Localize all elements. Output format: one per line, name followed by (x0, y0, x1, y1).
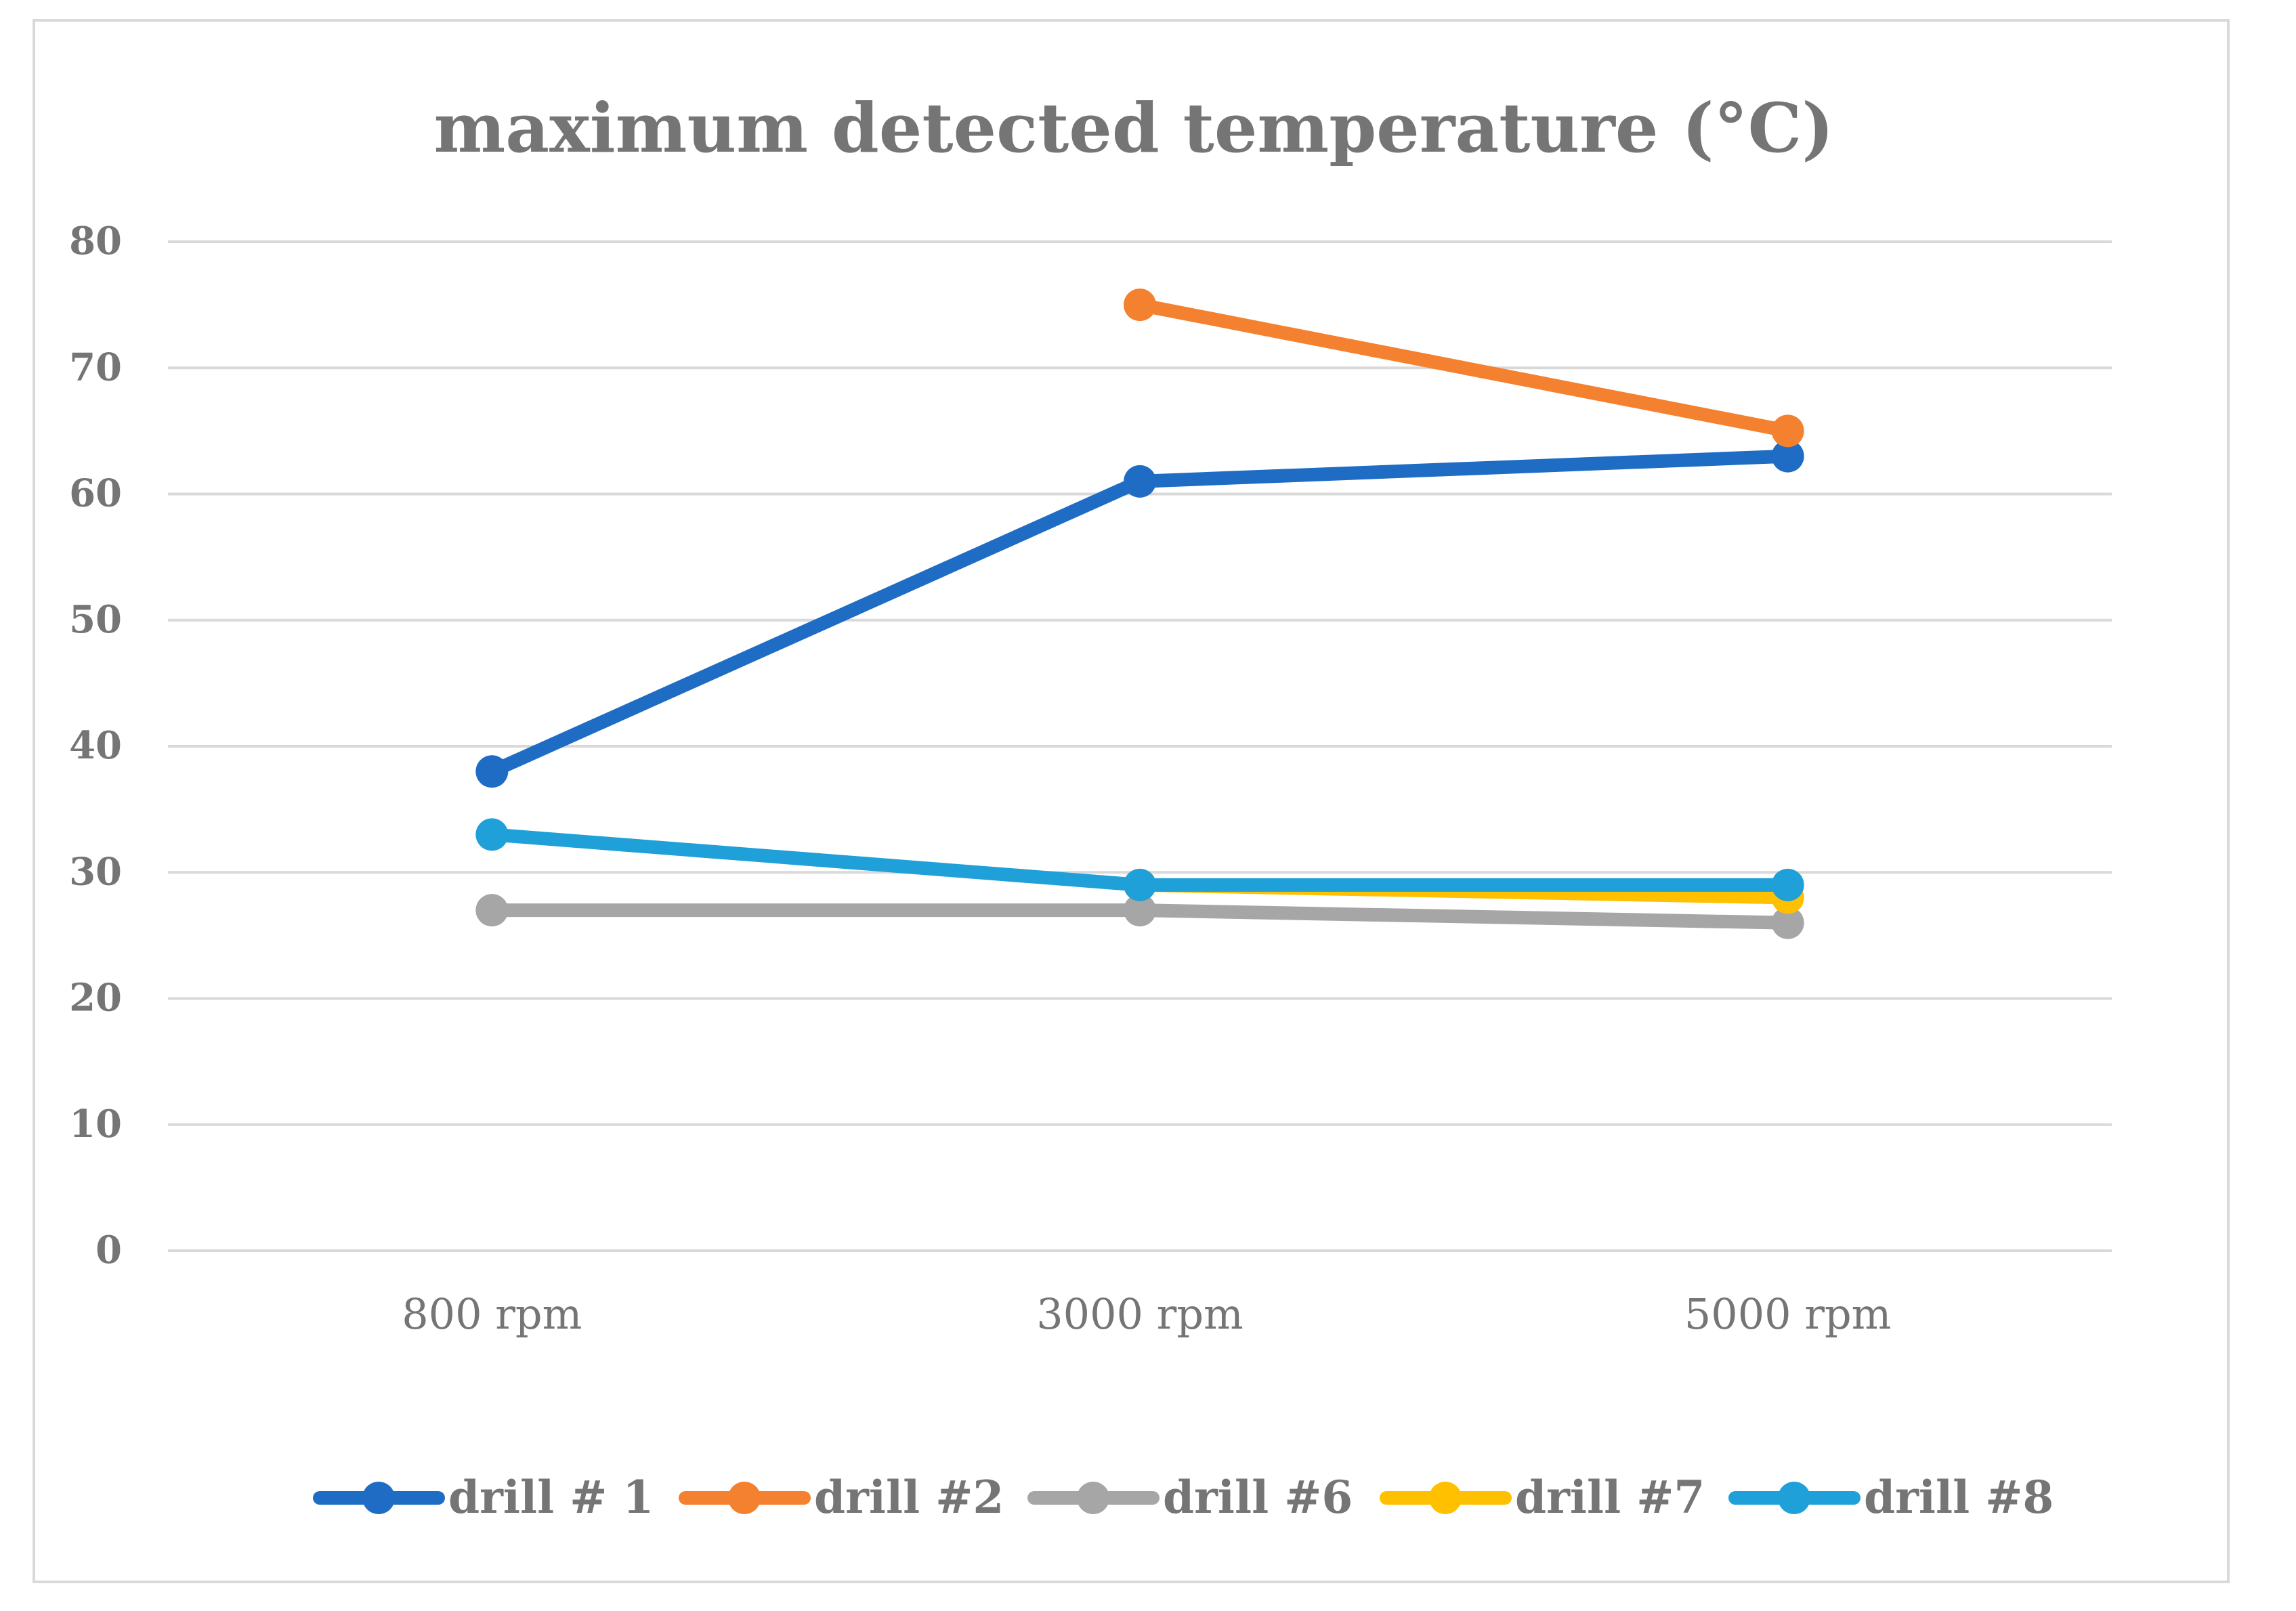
x-tick-label-0: 800 rpm (402, 1289, 582, 1339)
legend-item-4: drill #7 (1380, 1471, 1705, 1524)
legend-label-2: drill #2 (814, 1471, 1004, 1524)
legend-item-3: drill #6 (1027, 1471, 1353, 1524)
legend-label-1: drill # 1 (448, 1471, 654, 1524)
legend-marker-2 (728, 1482, 761, 1514)
y-tick-label-10: 10 (69, 1102, 122, 1146)
series-3 (475, 894, 1804, 939)
legend-label-3: drill #6 (1163, 1471, 1353, 1524)
legend-label-5: drill #8 (1864, 1471, 2054, 1524)
series-lines (475, 288, 1804, 939)
data-point-3-3 (1771, 906, 1804, 939)
legend-item-2: drill #2 (679, 1471, 1004, 1524)
data-point-2-3 (1771, 414, 1804, 448)
x-axis-ticks: 800 rpm 3000 rpm 5000 rpm (402, 1289, 1891, 1339)
data-point-1-3 (1771, 439, 1804, 473)
data-point-5-1 (475, 818, 509, 851)
y-tick-label-60: 60 (69, 471, 122, 516)
data-point-1-2 (1124, 465, 1156, 498)
data-point-2-2 (1124, 288, 1156, 322)
chart-title: maximum detected temperature (°C) (433, 88, 1833, 168)
y-tick-label-70: 70 (69, 345, 122, 389)
data-point-3-2 (1124, 894, 1156, 927)
legend-marker-3 (1077, 1482, 1109, 1514)
series-line-2 (1133, 298, 1795, 438)
y-tick-label-20: 20 (69, 976, 122, 1021)
data-point-5-2 (1124, 868, 1156, 901)
legend-marker-4 (1429, 1482, 1462, 1514)
series-2 (1124, 288, 1804, 448)
legend-label-4: drill #7 (1515, 1471, 1705, 1524)
gridlines (168, 240, 2112, 1252)
y-axis-ticks: 0 10 20 30 40 50 60 70 80 (69, 219, 122, 1272)
legend-marker-5 (1778, 1482, 1810, 1514)
legend-marker-1 (362, 1482, 395, 1514)
data-point-1-1 (475, 755, 509, 788)
x-tick-label-1: 3000 rpm (1036, 1289, 1243, 1339)
chart-frame: maximum detected temperature (°C) 0 10 20 3… (33, 19, 2230, 1583)
y-tick-label-40: 40 (69, 723, 122, 768)
line-chart: maximum detected temperature (°C) 0 10 20 3… (69, 88, 2112, 1524)
legend: drill # 1 drill #2 drill #6 drill #7 drill #… (313, 1471, 2054, 1524)
series-line-1 (485, 449, 1795, 779)
series-5 (475, 818, 1804, 901)
x-tick-label-2: 5000 rpm (1684, 1289, 1892, 1339)
data-point-5-3 (1771, 868, 1804, 901)
series-1 (475, 439, 1804, 788)
legend-item-5: drill #8 (1728, 1471, 2054, 1524)
data-point-3-1 (475, 894, 509, 927)
y-tick-label-50: 50 (69, 597, 122, 642)
y-tick-label-0: 0 (95, 1228, 122, 1272)
legend-item-1: drill # 1 (313, 1471, 654, 1524)
y-tick-label-30: 30 (69, 849, 122, 894)
y-tick-label-80: 80 (69, 219, 122, 263)
